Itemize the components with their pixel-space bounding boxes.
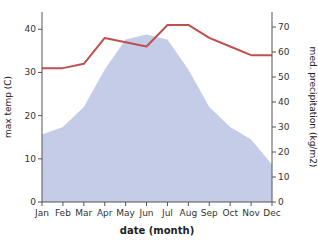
y2-tick	[272, 27, 276, 28]
y2-tick-label: 70	[278, 22, 290, 32]
y2-tick	[272, 202, 276, 203]
x-tick	[104, 202, 105, 206]
x-axis-label: date (month)	[120, 225, 194, 236]
y2-tick	[272, 177, 276, 178]
x-axis-line	[42, 202, 272, 203]
y-tick-label: 30	[25, 67, 37, 77]
area	[42, 35, 272, 203]
x-tick	[83, 202, 84, 206]
x-tick	[230, 202, 231, 206]
x-tick-label: Sep	[201, 208, 218, 218]
x-tick	[209, 202, 210, 206]
x-tick	[167, 202, 168, 206]
chart-container: JanFebMarAprMayJunJulAugSepOctNovDec0102…	[0, 0, 318, 242]
x-tick-label: Mar	[75, 208, 92, 218]
y-tick	[38, 29, 42, 30]
y-axis-label: max temp (C)	[3, 76, 13, 138]
x-tick-label: Oct	[222, 208, 238, 218]
y-axis-line	[42, 12, 43, 202]
y-tick	[38, 158, 42, 159]
plot-area	[42, 25, 272, 202]
y2-tick-label: 0	[278, 197, 284, 207]
y-tick	[38, 72, 42, 73]
y2-tick-label: 50	[278, 72, 290, 82]
y2-tick-label: 60	[278, 47, 290, 57]
y2-tick	[272, 152, 276, 153]
x-tick-label: Dec	[263, 208, 280, 218]
y2-tick-label: 30	[278, 122, 290, 132]
y2-tick	[272, 52, 276, 53]
y2-tick	[272, 77, 276, 78]
x-tick-label: Jun	[139, 208, 154, 218]
x-tick-label: Aug	[180, 208, 198, 218]
x-tick-label: Apr	[97, 208, 113, 218]
chart: JanFebMarAprMayJunJulAugSepOctNovDec0102…	[0, 0, 318, 242]
x-tick	[42, 202, 43, 206]
x-tick-label: Nov	[242, 208, 260, 218]
y-tick	[38, 115, 42, 116]
x-tick-label: May	[116, 208, 135, 218]
y-tick	[38, 202, 42, 203]
y2-tick-label: 10	[278, 172, 290, 182]
y2-axis-line	[272, 12, 273, 202]
x-tick	[146, 202, 147, 206]
x-tick	[272, 202, 273, 206]
y-tick-label: 20	[25, 111, 37, 121]
x-tick	[62, 202, 63, 206]
y2-tick	[272, 127, 276, 128]
x-tick-label: Jan	[34, 208, 49, 218]
y2-axis-label: med. precipitation (kg/m2)	[308, 47, 318, 168]
y2-tick-label: 40	[278, 97, 290, 107]
y-tick-label: 40	[25, 24, 37, 34]
y-tick-label: 0	[30, 197, 36, 207]
x-tick-label: Feb	[55, 208, 71, 218]
y2-tick	[272, 102, 276, 103]
y2-tick-label: 20	[278, 147, 290, 157]
y-tick-label: 10	[25, 154, 37, 164]
x-tick	[251, 202, 252, 206]
x-tick-label: Jul	[161, 208, 173, 218]
x-tick	[188, 202, 189, 206]
x-tick	[125, 202, 126, 206]
line	[42, 25, 272, 68]
